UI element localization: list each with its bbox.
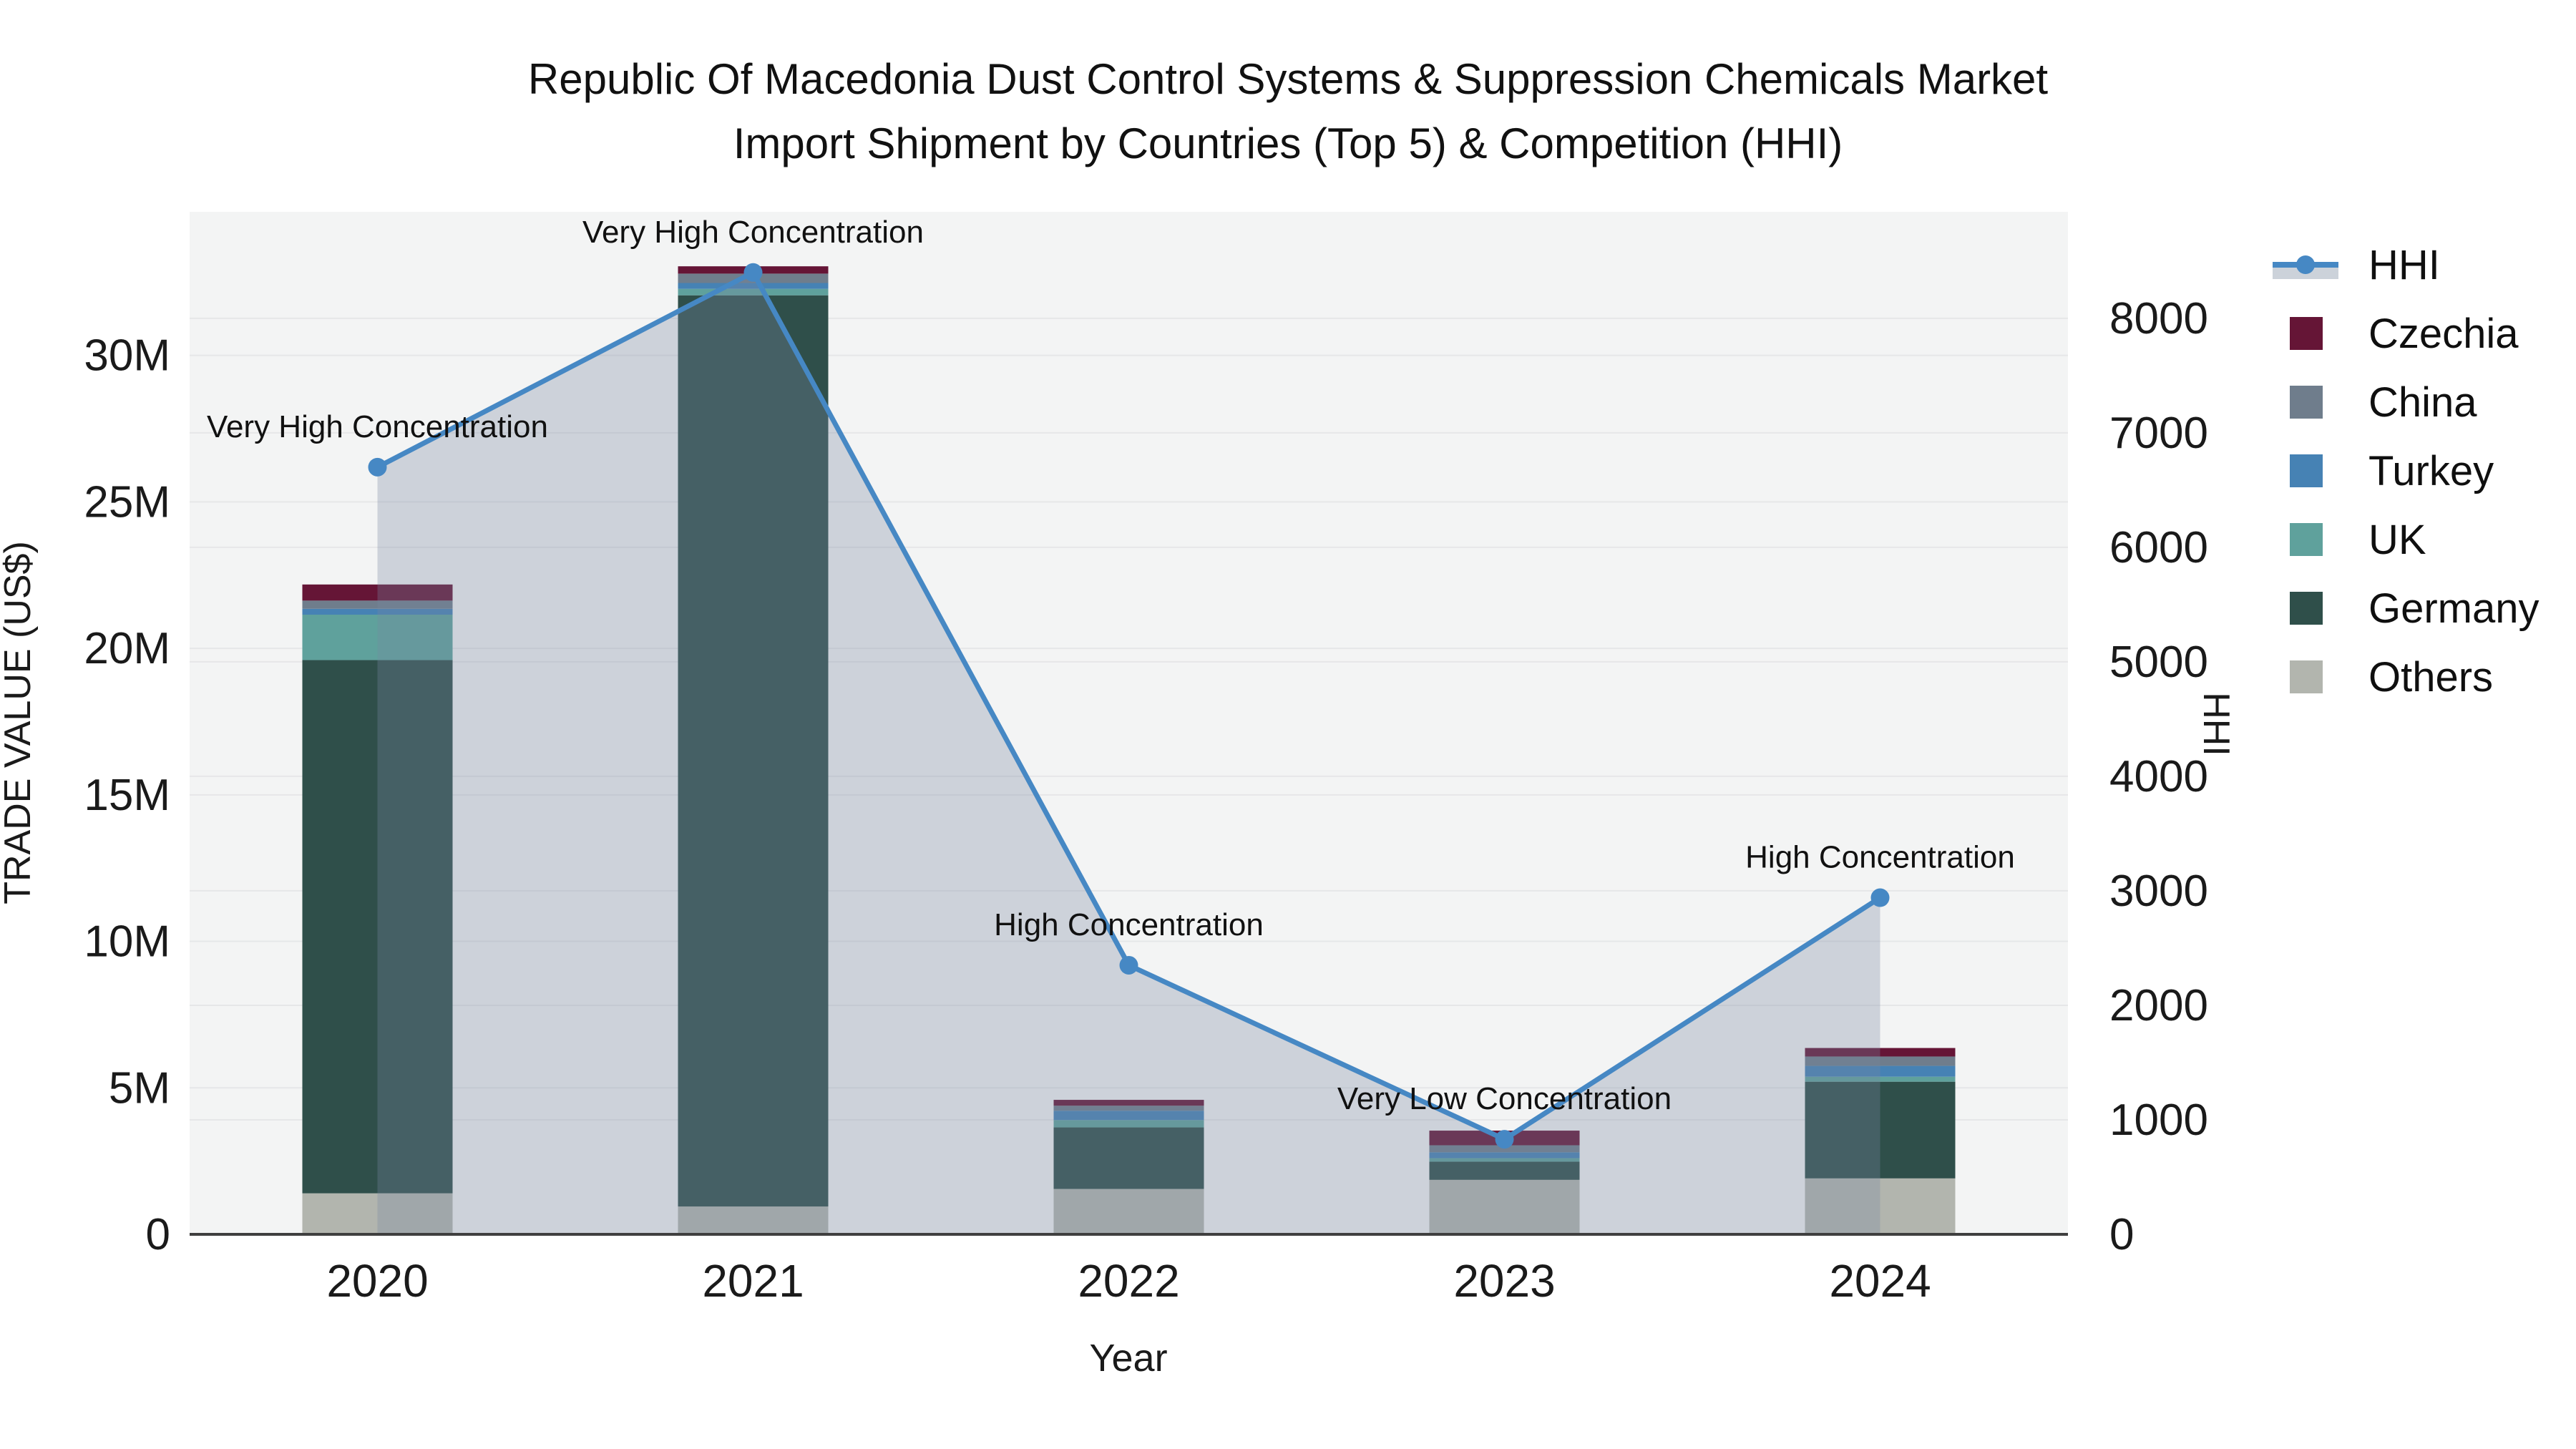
legend-label: Czechia bbox=[2368, 310, 2519, 357]
bar-segment-china-2020[interactable] bbox=[302, 600, 453, 609]
bar-segment-uk-2024[interactable] bbox=[1805, 1076, 1956, 1082]
y2-axis-tick-label: 1000 bbox=[2109, 1096, 2208, 1145]
plot-area bbox=[190, 212, 2068, 1234]
germany-swatch-icon bbox=[2290, 592, 2323, 625]
annotation-2021: Very High Concentration bbox=[582, 215, 924, 250]
legend-item-others[interactable]: Others bbox=[2273, 643, 2540, 711]
x-axis-title: Year bbox=[1089, 1337, 1167, 1380]
bar-segment-turkey-2023[interactable] bbox=[1429, 1152, 1580, 1158]
bar-segment-germany-2022[interactable] bbox=[1053, 1127, 1204, 1189]
legend-label: China bbox=[2368, 379, 2477, 426]
legend-label: HHI bbox=[2368, 241, 2440, 288]
y2-axis-tick-label: 3000 bbox=[2109, 867, 2208, 916]
bar-segment-others-2020[interactable] bbox=[302, 1193, 453, 1234]
y-axis-tick-label: 30M bbox=[84, 331, 170, 381]
hhi-marker-2020[interactable] bbox=[368, 457, 387, 477]
y2-axis-tick-label: 0 bbox=[2109, 1210, 2134, 1259]
bar-segment-germany-2020[interactable] bbox=[302, 660, 453, 1194]
legend-item-turkey[interactable]: Turkey bbox=[2273, 436, 2540, 505]
chart-title-line1: Republic Of Macedonia Dust Control Syste… bbox=[527, 55, 2049, 103]
hhi-marker-2023[interactable] bbox=[1495, 1130, 1514, 1149]
legend-label: Germany bbox=[2368, 585, 2540, 632]
legend-item-hhi[interactable]: HHI bbox=[2273, 230, 2540, 299]
chart-title: Republic Of Macedonia Dust Control Syste… bbox=[0, 47, 2576, 176]
x-axis-tick-label: 2021 bbox=[702, 1255, 804, 1307]
y-axis-tick-label: 10M bbox=[84, 917, 170, 967]
y-axis-tick-label: 25M bbox=[84, 477, 170, 527]
legend-label: UK bbox=[2368, 516, 2426, 563]
y2-axis-title: HHI bbox=[2195, 692, 2237, 756]
hhi-marker-2021[interactable] bbox=[743, 263, 763, 282]
y-axis-tick-label: 20M bbox=[84, 624, 170, 673]
x-axis-tick-label: 2024 bbox=[1829, 1255, 1931, 1307]
bar-segment-others-2024[interactable] bbox=[1805, 1178, 1956, 1234]
bar-segment-china-2022[interactable] bbox=[1053, 1106, 1204, 1111]
bar-segment-uk-2020[interactable] bbox=[302, 615, 453, 660]
legend-label: Turkey bbox=[2368, 447, 2494, 494]
x-axis-tick-label: 2023 bbox=[1453, 1255, 1555, 1307]
czechia-swatch-icon bbox=[2290, 317, 2323, 350]
annotation-2023: Very Low Concentration bbox=[1337, 1081, 1672, 1116]
hhi-line-icon bbox=[2273, 250, 2347, 279]
legend-item-uk[interactable]: UK bbox=[2273, 505, 2540, 574]
legend-item-china[interactable]: China bbox=[2273, 368, 2540, 436]
legend-label: Others bbox=[2368, 653, 2494, 701]
hhi-marker-2022[interactable] bbox=[1119, 955, 1138, 975]
bar-segment-others-2022[interactable] bbox=[1053, 1189, 1204, 1234]
bar-segment-others-2021[interactable] bbox=[678, 1206, 829, 1234]
y2-axis-tick-label: 6000 bbox=[2109, 523, 2208, 572]
legend-item-germany[interactable]: Germany bbox=[2273, 574, 2540, 643]
legend: HHI Czechia China Turkey UK Germany Othe… bbox=[2273, 230, 2540, 711]
bar-segment-germany-2023[interactable] bbox=[1429, 1161, 1580, 1180]
legend-item-czechia[interactable]: Czechia bbox=[2273, 299, 2540, 368]
hhi-marker-2024[interactable] bbox=[1870, 888, 1890, 907]
uk-swatch-icon bbox=[2290, 523, 2323, 556]
bar-segment-uk-2022[interactable] bbox=[1053, 1120, 1204, 1128]
bar-segment-czechia-2020[interactable] bbox=[302, 584, 453, 601]
annotation-2024: High Concentration bbox=[1745, 840, 2015, 875]
annotation-2022: High Concentration bbox=[994, 907, 1264, 942]
x-axis-tick-label: 2022 bbox=[1078, 1255, 1179, 1307]
x-axis-tick-label: 2020 bbox=[326, 1255, 428, 1307]
others-swatch-icon bbox=[2290, 660, 2323, 693]
y2-axis-tick-label: 7000 bbox=[2109, 409, 2208, 458]
y-axis-title: TRADE VALUE (US$) bbox=[0, 541, 39, 904]
y2-axis-tick-label: 8000 bbox=[2109, 294, 2208, 343]
bar-segment-uk-2023[interactable] bbox=[1429, 1158, 1580, 1162]
bar-segment-germany-2021[interactable] bbox=[678, 295, 829, 1207]
hhi-area-fill bbox=[377, 272, 1880, 1234]
y2-axis-tick-label: 5000 bbox=[2109, 638, 2208, 687]
bar-segment-others-2023[interactable] bbox=[1429, 1179, 1580, 1234]
bar-segment-germany-2024[interactable] bbox=[1805, 1081, 1956, 1179]
bar-segment-turkey-2021[interactable] bbox=[678, 283, 829, 289]
bar-segment-china-2024[interactable] bbox=[1805, 1056, 1956, 1066]
chart-title-line2: Import Shipment by Countries (Top 5) & C… bbox=[733, 119, 1843, 167]
bar-segment-turkey-2024[interactable] bbox=[1805, 1065, 1956, 1077]
bar-segment-czechia-2022[interactable] bbox=[1053, 1100, 1204, 1106]
bar-segment-turkey-2022[interactable] bbox=[1053, 1111, 1204, 1121]
bar-segment-china-2023[interactable] bbox=[1429, 1145, 1580, 1153]
annotation-2020: Very High Concentration bbox=[207, 409, 548, 444]
y-axis-tick-label: 5M bbox=[109, 1063, 170, 1113]
y-axis-tick-label: 0 bbox=[146, 1210, 170, 1259]
y-axis-tick-label: 15M bbox=[84, 771, 170, 820]
turkey-swatch-icon bbox=[2290, 454, 2323, 487]
china-swatch-icon bbox=[2290, 386, 2323, 419]
y2-axis-tick-label: 2000 bbox=[2109, 981, 2208, 1030]
y2-axis-tick-label: 4000 bbox=[2109, 752, 2208, 801]
bar-segment-uk-2021[interactable] bbox=[678, 288, 829, 296]
bar-segment-czechia-2024[interactable] bbox=[1805, 1048, 1956, 1057]
bar-segment-turkey-2020[interactable] bbox=[302, 608, 453, 615]
